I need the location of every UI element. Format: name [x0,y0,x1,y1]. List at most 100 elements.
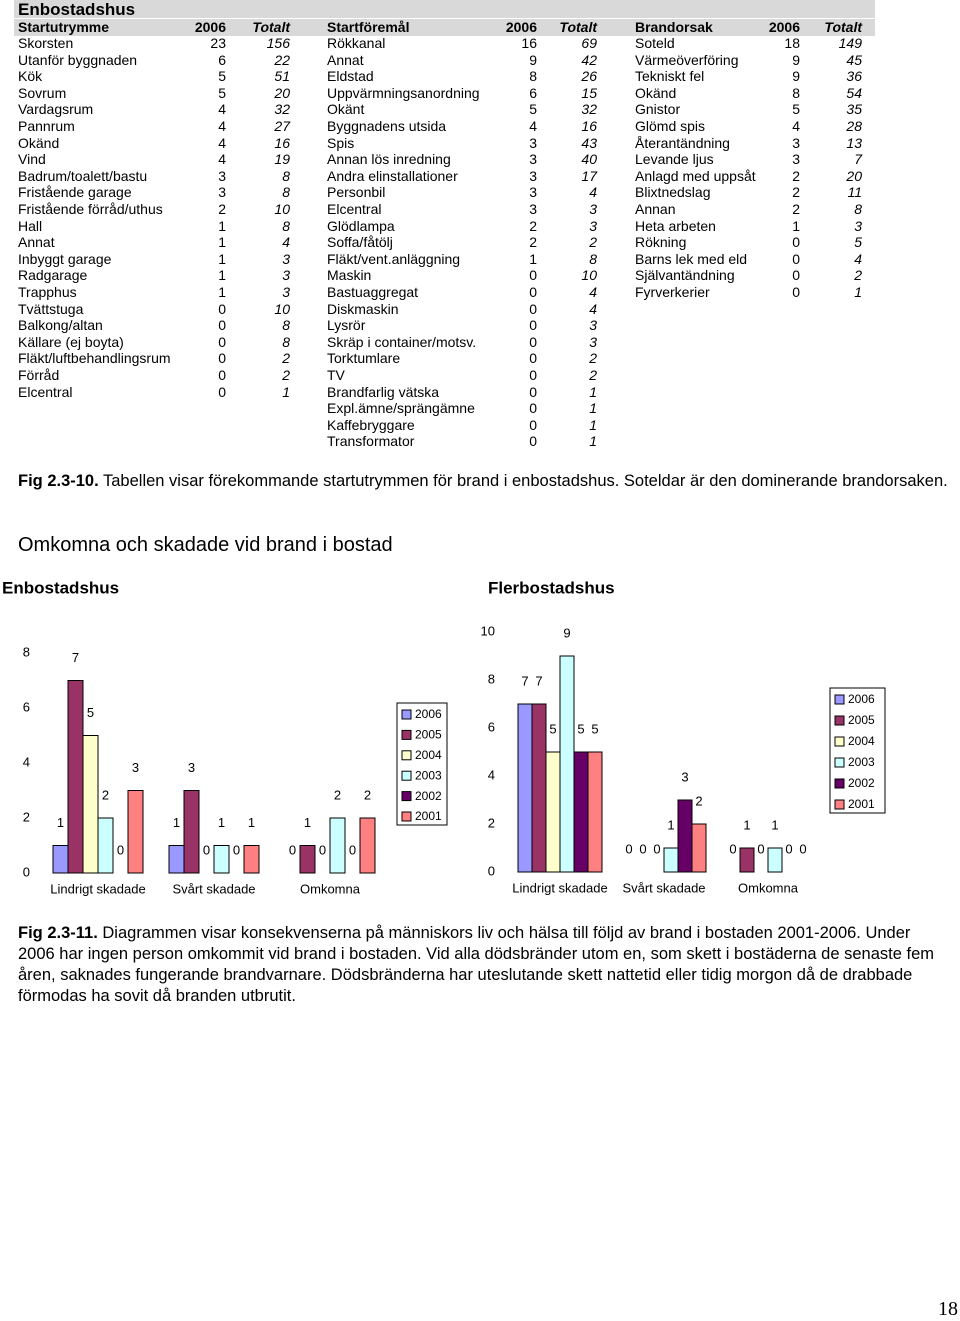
table-cell: 2 [854,267,862,284]
bar [559,655,575,873]
bar [127,790,144,874]
table-header: Brandorsak [635,19,713,35]
charts: Enbostadshus 0 2 4 6 8 Lindrigt skadade 1 7 5 2 0 3 S… [2,578,886,896]
bar [52,845,69,874]
legend-label: 2004 [848,734,875,748]
table-cell: Badrum/toalett/bastu [18,167,148,184]
table-cell: 8 [529,68,537,85]
table-header: 2006 [194,19,226,35]
bar [329,817,346,874]
table-cell: 1 [218,267,226,284]
data-label: 1 [771,817,778,832]
table-cell: 8 [792,84,800,101]
table-cell: Återantändning [635,134,730,151]
table-cell: Okänd [18,134,60,151]
table-cell: 0 [218,383,226,400]
table-cell: Byggnadens utsida [327,118,447,134]
legend-label: 2001 [848,797,875,811]
table-cell: Diskmaskin [327,300,399,317]
table-cell: Sovrum [18,84,67,101]
data-label: 2 [364,787,371,802]
table-cell: 26 [581,68,597,85]
x-tick-label: Lindrigt skadade [512,880,607,895]
bar [97,817,114,874]
table-cell: 3 [589,333,597,350]
table-cell: Vardagsrum [18,101,94,118]
table-cell: 10 [274,201,290,217]
table-cell: 0 [792,267,800,284]
legend-box [396,702,448,826]
bar [213,845,230,874]
x-tick-label: Omkomna [300,881,361,896]
table-cell: Okänd [635,84,677,101]
legend-label: 2003 [415,768,442,782]
legend-swatch [401,750,412,761]
table-cell: 2 [589,367,597,383]
title: Enbostadshus [18,0,136,19]
table-cell: 0 [529,367,537,383]
legend-label: 2006 [848,692,875,706]
table-cell: Soffa/fåtölj [327,234,393,251]
data-label: 7 [535,673,542,688]
bar [545,751,561,873]
y-tick-label: 6 [488,719,495,734]
data-label: 2 [334,787,341,802]
table-cell: Tvättstuga [18,300,84,317]
table-cell: Brandfarlig vätska [327,383,440,400]
table-cell: Lysrör [327,317,366,334]
table-cell: Anlagd med uppsåt [635,167,756,184]
table-cell: Andra elinstallationer [327,167,458,184]
caption-text: Tabellen visar förekommande startutrymme… [103,472,948,490]
table-cell: 4 [854,250,862,267]
table-header: Startföremål [327,19,410,35]
table-cell: 1 [218,250,226,267]
table-cell: 5 [792,101,800,118]
chart-title: Flerbostadshus [488,578,615,597]
bar [767,847,783,873]
table-cell: Uppvärmningsanordning [327,84,480,101]
table-header: Totalt [559,19,597,35]
bar [82,735,99,874]
table-cell: 3 [218,167,226,184]
table-cell: 45 [846,51,862,68]
table-cell: Bastuaggregat [327,284,419,300]
table-cell: 3 [529,134,537,151]
legend-box [829,687,886,814]
data-label: 7 [521,673,528,688]
y-tick-label: 2 [488,815,495,830]
caption: Fig 2.3-10. Tabellen visar förekommande … [18,471,948,492]
table-cell: Gnistor [635,101,681,118]
table-cell: 0 [529,400,537,417]
table-cell: Glömd spis [635,118,706,134]
table-cell: 0 [529,284,537,300]
table-cell: 6 [529,84,537,101]
data-label: 0 [729,841,736,856]
data-label: 0 [625,841,632,856]
table-cell: Blixtnedslag [635,184,711,201]
x-tick-label: Svårt skadade [172,881,255,896]
legend-swatch [834,715,845,726]
legend-label: 2003 [848,755,875,769]
table-cell: 54 [846,84,862,101]
table-cell: Maskin [327,267,372,284]
table-cell: 4 [589,184,597,201]
caption-label: Fig 2.3-11. [18,924,98,942]
chart-title: Enbostadshus [2,578,119,597]
table-cell: 8 [282,167,290,184]
x-tick-label: Omkomna [738,880,799,895]
table-cell: 6 [218,51,226,68]
table-cell: 0 [529,383,537,400]
table-cell: 8 [589,250,597,267]
table-cell: Förråd [18,367,60,383]
data-label: 2 [695,793,702,808]
data-label: 3 [681,769,688,784]
caption: Fig 2.3-11. Diagrammen visar konsekvense… [18,923,948,1007]
table-cell: 28 [846,118,862,134]
table-cell: 0 [529,317,537,334]
table-cell: Skräp i container/motsv. [327,333,477,350]
data-label: 1 [218,815,225,830]
table-cell: Radgarage [18,267,88,284]
legend-swatch [834,757,845,768]
table-cell: 36 [846,68,862,85]
table-cell: 0 [529,267,537,284]
